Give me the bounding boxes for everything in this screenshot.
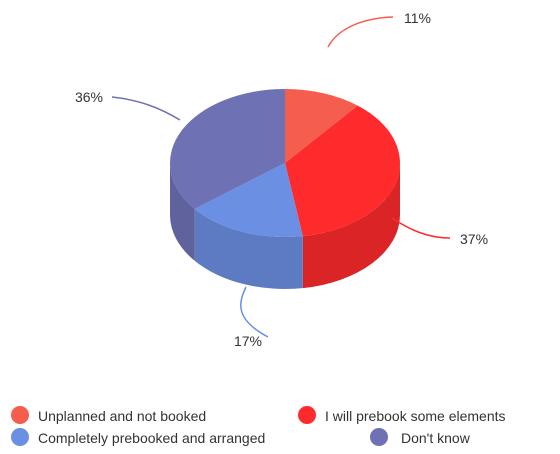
pie-side-i-will-prebook-some-elements <box>302 163 400 289</box>
legend: Unplanned and not booked I will prebook s… <box>11 406 506 446</box>
data-label-don-t-know: 36% <box>75 89 103 105</box>
pie-side-don-t-know <box>170 163 195 261</box>
legend-item-i-will-prebook-some-elements[interactable]: I will prebook some elements <box>298 406 506 424</box>
legend-item-unplanned-and-not-booked[interactable]: Unplanned and not booked <box>11 406 206 424</box>
legend-label: I will prebook some elements <box>325 408 506 424</box>
pie-slices <box>169 89 400 237</box>
pie-slice-i-will-prebook-some-elements[interactable] <box>285 105 400 237</box>
legend-marker <box>11 406 29 424</box>
data-label-unplanned-and-not-booked: 11% <box>404 10 431 26</box>
legend-label: Unplanned and not booked <box>38 408 206 424</box>
leader-line-don-t-know <box>111 96 181 121</box>
legend-label: Completely prebooked and arranged <box>38 430 265 446</box>
leader-line-i-will-prebook-some-elements <box>391 217 451 239</box>
leader-line-unplanned-and-not-booked <box>327 16 394 48</box>
leader-lines <box>111 16 451 338</box>
legend-marker <box>298 406 316 424</box>
legend-item-don-t-know[interactable]: Don't know <box>370 428 471 446</box>
pie-side-completely-prebooked-and-arranged <box>194 208 303 289</box>
leader-line-completely-prebooked-and-arranged <box>240 286 269 338</box>
legend-label: Don't know <box>401 430 471 446</box>
pie-slice-completely-prebooked-and-arranged[interactable] <box>194 163 303 237</box>
legend-marker <box>370 428 388 446</box>
legend-marker <box>11 428 29 446</box>
pie-slice-don-t-know[interactable] <box>169 89 285 209</box>
pie-slice-unplanned-and-not-booked[interactable] <box>285 89 358 163</box>
pie-sides <box>170 163 400 289</box>
legend-item-completely-prebooked-and-arranged[interactable]: Completely prebooked and arranged <box>11 428 265 446</box>
data-label-completely-prebooked-and-arranged: 17% <box>234 333 262 349</box>
data-label-i-will-prebook-some-elements: 37% <box>460 231 488 247</box>
data-labels: 11% 37% 17% 36% <box>75 10 488 349</box>
